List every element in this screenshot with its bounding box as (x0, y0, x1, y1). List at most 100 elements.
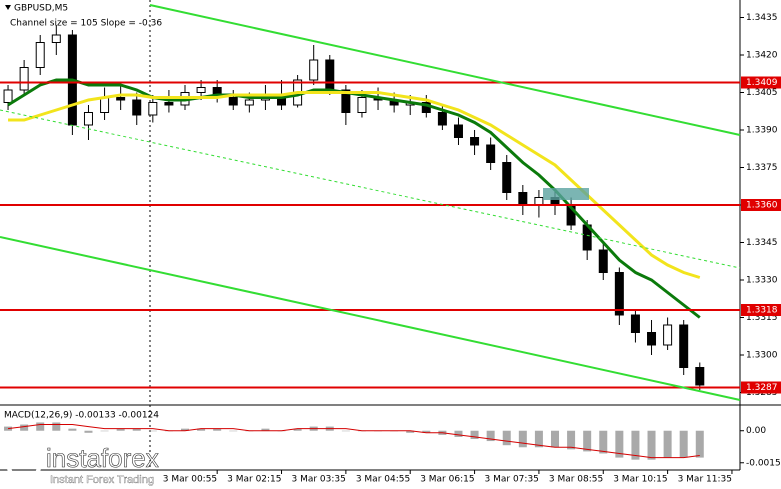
y-tick-label: 1.3390 (746, 126, 778, 136)
chart-title: GBPUSD,M5 (14, 4, 68, 14)
macd-bar (518, 430, 527, 448)
macd-bar (406, 430, 415, 433)
macd-bar (422, 430, 431, 433)
candle-body (695, 367, 705, 386)
candle-body (341, 89, 351, 113)
logo-tagline: Instant Forex Trading (50, 474, 154, 486)
logo-name: instaforex (46, 443, 159, 473)
macd-bar (20, 424, 29, 431)
candle-body (196, 87, 206, 93)
candle-body (35, 42, 45, 68)
macd-bar (551, 430, 559, 448)
macd-bar (599, 430, 608, 454)
candle-body (614, 272, 624, 316)
level-label-box (741, 76, 781, 89)
candle-body (679, 324, 689, 368)
candle-body (309, 59, 319, 81)
candle-body (132, 99, 142, 116)
level-label: 1.3318 (746, 306, 778, 316)
candle-body (630, 314, 640, 333)
candle-body (228, 97, 238, 106)
channel-upper (149, 4, 741, 136)
macd-bar (197, 428, 206, 431)
macd-bar (261, 428, 270, 431)
y-tick-label: 1.3315 (746, 313, 778, 323)
y-tick-label: 1.3435 (746, 13, 778, 23)
x-tick-label: 3 Mar 07:35 (485, 475, 539, 485)
candle-body (647, 332, 657, 346)
candle-body (325, 59, 335, 91)
candle-body (148, 102, 158, 116)
macd-bar (4, 426, 13, 431)
macd-bar (502, 430, 511, 446)
macd-bar (679, 430, 688, 458)
macd-bar (615, 430, 624, 458)
macd-bar (116, 428, 125, 431)
macd-bar (631, 430, 640, 460)
macd-bar (695, 430, 704, 458)
signal-line (7, 424, 700, 459)
candle-body (663, 324, 673, 346)
y-tick-label: 1.3420 (746, 51, 778, 61)
candle-body (83, 112, 93, 126)
macd-bar (36, 422, 45, 431)
macd-bar (663, 430, 672, 458)
y-tick-label: 1.3345 (746, 238, 778, 248)
macd-bar (229, 430, 238, 432)
level-label: 1.3409 (746, 78, 778, 88)
x-tick-label: 3 Mar 10:15 (613, 475, 667, 485)
macd-bar (68, 428, 77, 431)
candle-body (164, 102, 174, 106)
x-tick-label: 3 Mar 06:15 (420, 475, 474, 485)
y-tick-label: -0.00155 (746, 458, 781, 468)
candle-body (486, 144, 496, 163)
level-label-box (741, 381, 781, 394)
macd-bar (583, 430, 592, 452)
candle-body (100, 97, 110, 113)
y-tick-label: 0.00 (746, 426, 766, 436)
macd-title: MACD(12,26,9) -0.00133 -0.00124 (4, 411, 159, 421)
y-tick-label: 1.3405 (746, 88, 778, 98)
y-tick-label: 1.3375 (746, 163, 778, 173)
y-tick-label: 1.3330 (746, 276, 778, 286)
candle-body (437, 112, 447, 126)
macd-bar (148, 430, 157, 432)
macd-bar (454, 430, 463, 437)
candle-body (357, 97, 367, 113)
signal-box (543, 188, 589, 200)
candle-body (116, 97, 126, 101)
macd-bar (84, 430, 93, 433)
candle-body (470, 137, 480, 146)
candle-body (518, 192, 528, 206)
candle-body (19, 67, 29, 91)
candle-body (598, 249, 608, 273)
candle-body (453, 124, 463, 138)
x-tick-label: 3 Mar 11:35 (678, 475, 732, 485)
logo-icon (6, 445, 42, 481)
macd-bar (567, 430, 576, 450)
macd-bar (181, 428, 189, 431)
title-marker (5, 5, 11, 10)
logo: instaforex Instant Forex Trading (6, 443, 159, 486)
candle-body (3, 89, 13, 103)
macd-bar (470, 430, 479, 439)
candle-body (244, 99, 254, 106)
x-tick-label: 3 Mar 04:55 (356, 475, 410, 485)
macd-bar (341, 430, 350, 432)
level-label-box (741, 199, 781, 211)
x-tick-label: 3 Mar 08:55 (549, 475, 603, 485)
channel-middle (0, 109, 741, 269)
macd-bar (100, 430, 109, 432)
macd-bar (213, 428, 222, 431)
x-tick-label: 3 Mar 02:15 (227, 475, 281, 485)
level-label: 1.3287 (746, 383, 778, 393)
level-label-box (741, 304, 781, 316)
x-tick-label: 3 Mar 03:35 (291, 475, 345, 485)
candle-body (51, 34, 61, 43)
macd-bar (293, 428, 302, 431)
macd-bar (534, 430, 543, 448)
candle-body (534, 197, 544, 206)
macd-bar (486, 430, 495, 442)
macd-bar (52, 422, 61, 431)
